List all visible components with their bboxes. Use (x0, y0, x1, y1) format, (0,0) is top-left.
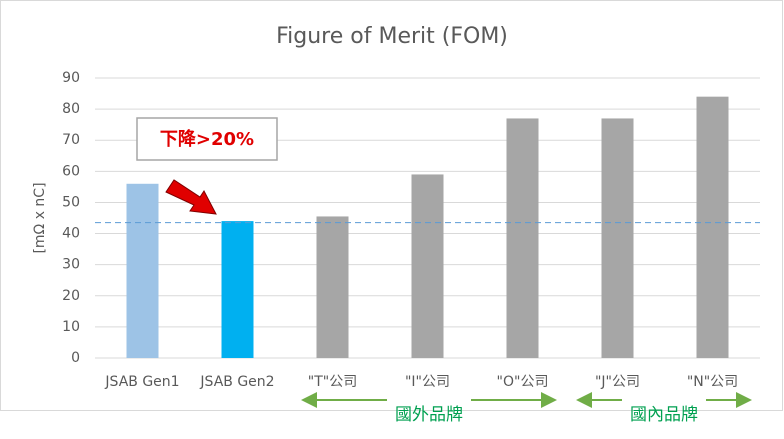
bar (601, 118, 634, 358)
y-tick-label: 0 (71, 350, 80, 366)
y-axis-label: [mΩ x nC] (32, 182, 48, 253)
y-tick-label: 50 (62, 194, 80, 210)
group-label-bg (387, 392, 471, 408)
bar (506, 118, 539, 358)
annotation-arrow (165, 179, 217, 215)
y-tick-label: 70 (62, 132, 80, 148)
y-tick-label: 20 (62, 288, 80, 304)
bar (126, 183, 159, 358)
x-tick-label: "T"公司 (308, 374, 357, 390)
x-tick-label: "O"公司 (497, 374, 549, 390)
y-tick-label: 60 (62, 163, 80, 179)
annotation-box (136, 117, 278, 161)
x-tick-label: JSAB Gen2 (199, 374, 274, 390)
chart-title: Figure of Merit (FOM) (276, 24, 508, 49)
group-label-bg (622, 392, 706, 408)
x-tick-label: "N"公司 (687, 374, 738, 390)
chart-frame (0, 0, 783, 411)
x-tick-label: "I"公司 (405, 374, 450, 390)
y-tick-label: 30 (62, 257, 80, 273)
bar (411, 174, 444, 358)
y-tick-label: 90 (62, 70, 80, 86)
group-label: 國外品牌 (395, 405, 463, 425)
bar (696, 96, 729, 359)
bar (221, 221, 254, 358)
x-tick-label: JSAB Gen1 (104, 374, 179, 390)
x-tick-label: "J"公司 (595, 374, 640, 390)
annotation: 下降>20% (160, 128, 254, 150)
y-tick-label: 10 (62, 319, 80, 335)
y-tick-label: 40 (62, 226, 80, 242)
y-tick-label: 80 (62, 101, 80, 117)
bar (316, 216, 349, 358)
group-label: 國內品牌 (630, 405, 698, 425)
